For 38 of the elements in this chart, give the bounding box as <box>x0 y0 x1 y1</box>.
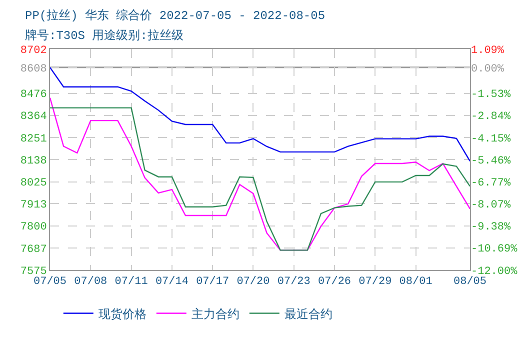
x-tick-label: 08/01 <box>399 276 433 288</box>
y2-tick-label: -5.46% <box>471 155 512 168</box>
legend-label: 主力合约 <box>191 306 240 322</box>
x-tick-label: 07/29 <box>358 276 392 288</box>
y-tick-label: 8608 <box>20 63 47 76</box>
y2-tick-label: -2.84% <box>471 111 512 124</box>
y-tick-label: 8251 <box>20 133 48 146</box>
y-tick-label: 8025 <box>20 178 47 190</box>
x-tick-label: 07/05 <box>33 276 67 288</box>
y-tick-label: 8138 <box>20 155 47 168</box>
y-tick-label: 7575 <box>20 266 47 278</box>
y2-tick-label: 0.00% <box>471 63 504 76</box>
chart-title: PP(拉丝) 华东 综合价 2022-07-05 - 2022-08-05 <box>25 8 326 23</box>
y-tick-label: 7800 <box>20 222 47 234</box>
y2-tick-label: -4.15% <box>471 133 512 146</box>
y-tick-label: 8364 <box>20 111 48 124</box>
x-tick-label: 07/08 <box>74 276 108 288</box>
y2-tick-label: 1.09% <box>471 44 504 57</box>
y-tick-label: 7913 <box>20 200 47 212</box>
x-tick-label: 07/11 <box>114 276 148 288</box>
y-tick-label: 8476 <box>20 89 47 102</box>
legend-label: 现货价格 <box>98 308 146 322</box>
y-tick-label: 8702 <box>20 44 47 57</box>
x-tick-label: 08/05 <box>453 276 487 288</box>
x-tick-label: 07/23 <box>277 276 310 288</box>
line-series <box>50 66 470 162</box>
x-tick-label: 07/20 <box>236 276 270 288</box>
y-tick-label: 7687 <box>20 244 47 256</box>
x-tick-label: 07/17 <box>196 276 230 288</box>
y2-tick-label: -10.69% <box>471 244 518 256</box>
chart-subtitle: 牌号:T30S 用途级别:拉丝级 <box>25 29 184 43</box>
y2-tick-label: -6.77% <box>471 178 512 190</box>
x-tick-label: 07/26 <box>318 276 352 288</box>
legend-label: 最近合约 <box>284 308 332 322</box>
y2-tick-label: -8.07% <box>471 200 512 212</box>
x-tick-label: 07/14 <box>155 276 189 288</box>
y2-tick-label: -9.38% <box>471 222 512 234</box>
y2-tick-label: -1.53% <box>471 89 512 102</box>
